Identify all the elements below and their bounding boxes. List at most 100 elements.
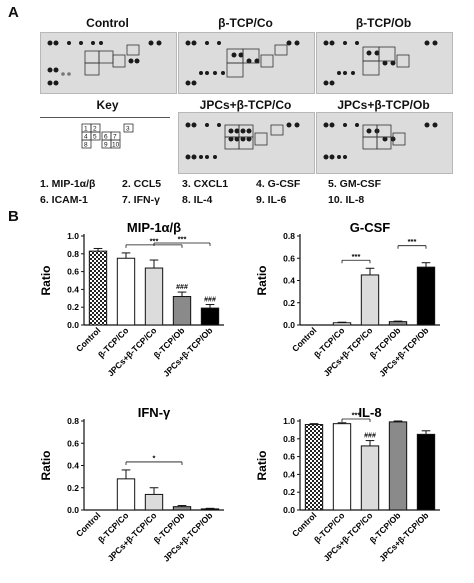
- bar-3-1: [332, 423, 352, 511]
- bar-0-0: [88, 250, 108, 326]
- legend-item-10: 10. IL-8: [328, 194, 365, 206]
- key-label-3: 3: [126, 126, 130, 133]
- y-tick-label-0-2: 0.4: [67, 284, 79, 294]
- key-label-7: 7: [113, 134, 117, 141]
- bar-0-2: [144, 267, 164, 326]
- legend-item-4: 4. G-CSF: [256, 178, 301, 190]
- bar-annotation-0-3: ###: [176, 284, 188, 291]
- y-tick-label-0-0: 0.0: [67, 320, 79, 330]
- blot-title-btcp-ob: β-TCP/Ob: [355, 16, 412, 30]
- bar-0-1: [116, 257, 136, 326]
- bar-annotation-0-4: ###: [204, 297, 216, 304]
- bar-1-1: [332, 322, 352, 326]
- significance-label-1-0: ***: [352, 252, 361, 261]
- key-label-4: 4: [84, 134, 88, 141]
- bar-2-4: [200, 508, 220, 511]
- y-tick-label-3-5: 1.0: [283, 416, 295, 426]
- x-tick-label-0-2: JPCs+β-TCP/Co: [105, 325, 158, 378]
- bar-annotation-3-2: ###: [364, 433, 376, 440]
- key-label-9: 9: [104, 142, 108, 149]
- blot-dots-control: [47, 40, 162, 86]
- y-tick-label-0-4: 0.8: [67, 249, 79, 259]
- chart-title-2: IFN-γ: [138, 405, 171, 420]
- key-label-1: 1: [84, 126, 88, 133]
- x-tick-label-1-4: JPCs+β-TCP/Ob: [377, 325, 430, 378]
- panel-b-label: B: [8, 208, 19, 225]
- significance-label-0-1: ***: [178, 235, 187, 244]
- y-tick-label-2-2: 0.4: [67, 461, 79, 471]
- blot-image-btcp-co: [178, 32, 315, 94]
- bar-3-4: [416, 433, 436, 511]
- y-tick-label-1-1: 0.2: [283, 298, 295, 308]
- y-tick-label-2-4: 0.8: [67, 416, 79, 426]
- y-tick-label-2-0: 0.0: [67, 505, 79, 515]
- x-tick-label-1-2: JPCs+β-TCP/Co: [321, 325, 374, 378]
- y-axis-label-1: Ratio: [255, 266, 269, 296]
- y-tick-label-1-0: 0.0: [283, 320, 295, 330]
- key-label-5: 5: [93, 134, 97, 141]
- blot-dots-btcp-ob: [323, 40, 438, 86]
- y-tick-label-3-3: 0.6: [283, 452, 295, 462]
- y-axis-label-3: Ratio: [255, 451, 269, 481]
- significance-label-3-0: ***: [352, 411, 361, 420]
- blot-title-btcp-co: β-TCP/Co: [218, 16, 273, 30]
- significance-label-2-0: *: [153, 453, 156, 462]
- y-tick-label-1-2: 0.4: [283, 276, 295, 286]
- key-label-2: 2: [93, 126, 97, 133]
- key-title: Key: [96, 98, 119, 112]
- y-tick-label-0-3: 0.6: [67, 267, 79, 277]
- y-axis-label-2: Ratio: [39, 451, 53, 481]
- y-tick-label-3-0: 0.0: [283, 505, 295, 515]
- blot-title-jpcs-btcp-co: JPCs+β-TCP/Co: [199, 98, 292, 112]
- legend-item-1: 1. MIP-1α/β: [40, 178, 96, 190]
- x-tick-label-2-4: JPCs+β-TCP/Ob: [161, 510, 214, 563]
- blot-image-jpcs-btcp-ob: [316, 112, 453, 174]
- key-label-10: 10: [112, 142, 120, 149]
- bar-0-3: [172, 296, 192, 326]
- bar-2-3: [172, 506, 192, 511]
- blot-dots-jpcs-btcp-ob: [323, 122, 438, 160]
- legend-item-8: 8. IL-4: [182, 194, 213, 206]
- y-tick-label-3-2: 0.4: [283, 469, 295, 479]
- bar-2-2: [144, 493, 164, 511]
- blot-image-btcp-ob: [316, 32, 453, 94]
- blot-image-control: [40, 32, 177, 94]
- x-tick-label-3-2: JPCs+β-TCP/Co: [321, 510, 374, 563]
- key-diagram: 1 2 3 4 5 6 7 8 9 10: [40, 117, 170, 168]
- key-label-8: 8: [84, 142, 88, 149]
- key-grid: 1 2 3 4 5 6 7 8 9 10: [81, 123, 134, 149]
- y-tick-label-2-1: 0.2: [67, 483, 79, 493]
- bar-1-3: [388, 321, 408, 326]
- panel-a-label: A: [8, 4, 19, 21]
- significance-label-1-1: ***: [408, 237, 417, 246]
- blot-image-jpcs-btcp-co: [178, 112, 315, 174]
- blot-dots-btcp-co: [185, 40, 300, 86]
- y-tick-label-3-1: 0.2: [283, 487, 295, 497]
- y-axis-label-0: Ratio: [39, 266, 53, 296]
- chart-title-0: MIP-1α/β: [127, 220, 181, 235]
- x-tick-label-0-4: JPCs+β-TCP/Ob: [161, 325, 214, 378]
- key-label-6: 6: [104, 134, 108, 141]
- significance-label-0-0: ***: [150, 236, 159, 245]
- bar-2-1: [116, 478, 136, 511]
- y-tick-label-1-4: 0.8: [283, 231, 295, 241]
- chart-title-3: IL-8: [358, 405, 381, 420]
- bar-3-3: [388, 421, 408, 511]
- legend-item-7: 7. IFN-γ: [122, 194, 160, 206]
- x-tick-label-2-2: JPCs+β-TCP/Co: [105, 510, 158, 563]
- bar-0-4: [200, 307, 220, 326]
- y-tick-label-0-1: 0.2: [67, 302, 79, 312]
- legend-item-9: 9. IL-6: [256, 194, 287, 206]
- y-tick-label-1-3: 0.6: [283, 253, 295, 263]
- blot-title-jpcs-btcp-ob: JPCs+β-TCP/Ob: [337, 98, 430, 112]
- bar-1-2: [360, 274, 380, 326]
- bar-3-2: [360, 445, 380, 511]
- y-tick-label-0-5: 1.0: [67, 231, 79, 241]
- legend-item-2: 2. CCL5: [122, 178, 162, 190]
- legend-item-3: 3. CXCL1: [182, 178, 229, 190]
- chart-title-1: G-CSF: [350, 220, 391, 235]
- blot-title-control: Control: [86, 16, 129, 30]
- bar-1-4: [416, 266, 436, 326]
- legend-item-6: 6. ICAM-1: [40, 194, 88, 206]
